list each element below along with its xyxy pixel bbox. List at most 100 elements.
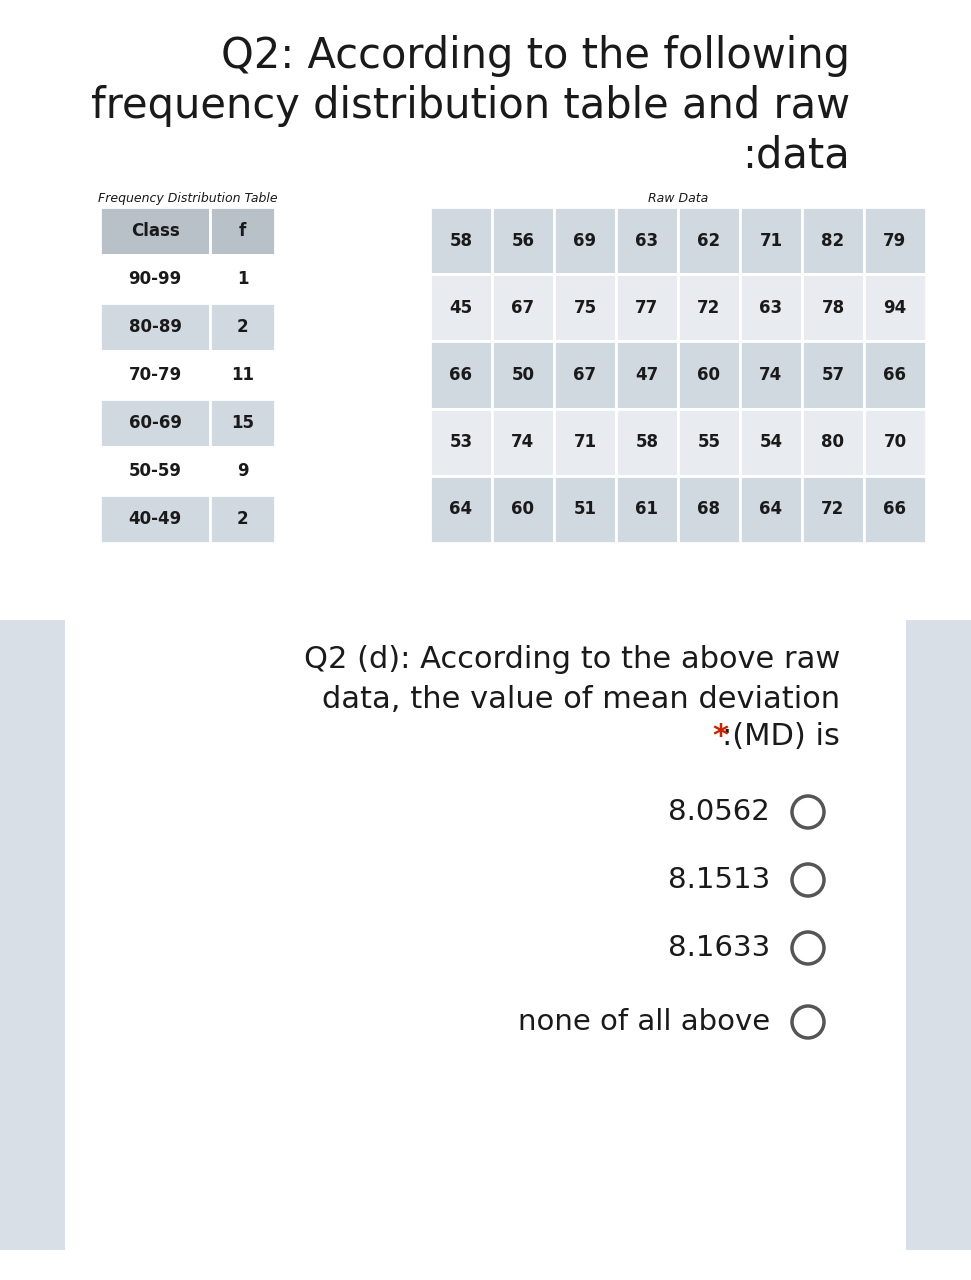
Bar	[740, 342, 802, 408]
Text: 50-59: 50-59	[128, 462, 182, 480]
Text: 82: 82	[821, 232, 845, 250]
Text: 78: 78	[821, 298, 845, 317]
Bar	[100, 207, 210, 255]
Text: 50: 50	[512, 366, 534, 384]
Text: Frequency Distribution Table: Frequency Distribution Table	[98, 192, 278, 205]
Text: 79: 79	[884, 232, 907, 250]
Bar	[616, 408, 678, 476]
Bar	[740, 408, 802, 476]
Bar	[430, 274, 492, 342]
Text: 53: 53	[450, 433, 473, 452]
Text: 74: 74	[512, 433, 535, 452]
Text: 71: 71	[574, 433, 596, 452]
Text: 58: 58	[635, 433, 658, 452]
Text: 11: 11	[231, 366, 254, 384]
Bar	[616, 342, 678, 408]
Text: 62: 62	[697, 232, 720, 250]
Text: 80: 80	[821, 433, 845, 452]
Bar	[100, 447, 210, 495]
Bar	[210, 207, 275, 255]
Bar	[100, 303, 210, 351]
Bar	[678, 408, 740, 476]
Bar	[100, 495, 210, 543]
Text: 74: 74	[759, 366, 783, 384]
Text: 57: 57	[821, 366, 845, 384]
Text: 2: 2	[237, 317, 249, 335]
Bar	[616, 207, 678, 274]
Text: *: *	[712, 722, 728, 751]
Text: frequency distribution table and raw: frequency distribution table and raw	[91, 84, 850, 127]
Bar	[492, 476, 554, 543]
Bar	[554, 207, 616, 274]
Text: Class: Class	[131, 221, 180, 241]
Text: 15: 15	[231, 413, 254, 431]
Text: 54: 54	[759, 433, 783, 452]
Bar	[678, 342, 740, 408]
Bar	[100, 351, 210, 399]
Bar	[616, 476, 678, 543]
Text: 67: 67	[574, 366, 596, 384]
Text: 45: 45	[450, 298, 473, 317]
Bar	[740, 274, 802, 342]
Bar	[65, 620, 906, 1251]
Text: 63: 63	[635, 232, 658, 250]
Bar	[100, 399, 210, 447]
Bar	[906, 620, 971, 1251]
Bar	[616, 274, 678, 342]
Text: Q2 (d): According to the above raw: Q2 (d): According to the above raw	[304, 645, 840, 675]
Bar	[492, 408, 554, 476]
Text: 70-79: 70-79	[128, 366, 182, 384]
Text: 72: 72	[821, 500, 845, 518]
Text: 8.1513: 8.1513	[668, 867, 770, 893]
Text: :(MD) is: :(MD) is	[722, 722, 840, 751]
Text: 8.1633: 8.1633	[668, 934, 770, 963]
Bar	[864, 476, 926, 543]
Text: 90-99: 90-99	[128, 270, 182, 288]
Bar	[864, 342, 926, 408]
Text: 60: 60	[512, 500, 534, 518]
Text: 63: 63	[759, 298, 783, 317]
Bar	[802, 207, 864, 274]
Text: 68: 68	[697, 500, 720, 518]
Bar	[802, 342, 864, 408]
Text: 69: 69	[574, 232, 596, 250]
Bar	[210, 495, 275, 543]
Bar	[492, 207, 554, 274]
Bar	[802, 408, 864, 476]
Bar	[802, 274, 864, 342]
Bar	[210, 399, 275, 447]
Text: 71: 71	[759, 232, 783, 250]
Text: 61: 61	[635, 500, 658, 518]
Text: 66: 66	[884, 366, 907, 384]
Text: 47: 47	[635, 366, 658, 384]
Bar	[678, 207, 740, 274]
Text: 58: 58	[450, 232, 473, 250]
Text: 60-69: 60-69	[128, 413, 182, 431]
Bar	[210, 447, 275, 495]
Bar	[210, 303, 275, 351]
Bar	[864, 408, 926, 476]
Bar	[100, 255, 210, 303]
Bar	[0, 620, 65, 1251]
Bar	[554, 408, 616, 476]
Bar	[492, 274, 554, 342]
Bar	[210, 351, 275, 399]
Text: data, the value of mean deviation: data, the value of mean deviation	[321, 685, 840, 714]
Bar	[740, 476, 802, 543]
Text: f: f	[239, 221, 246, 241]
Text: 2: 2	[237, 509, 249, 527]
Bar	[430, 342, 492, 408]
Text: 67: 67	[512, 298, 535, 317]
Text: 9: 9	[237, 462, 249, 480]
Text: 70: 70	[884, 433, 907, 452]
Text: 60: 60	[697, 366, 720, 384]
Text: 40-49: 40-49	[128, 509, 182, 527]
Bar	[678, 274, 740, 342]
Bar	[678, 476, 740, 543]
Text: 1: 1	[237, 270, 249, 288]
Bar	[430, 476, 492, 543]
Text: 75: 75	[574, 298, 596, 317]
Bar	[210, 255, 275, 303]
Text: 72: 72	[697, 298, 720, 317]
Text: 64: 64	[450, 500, 473, 518]
